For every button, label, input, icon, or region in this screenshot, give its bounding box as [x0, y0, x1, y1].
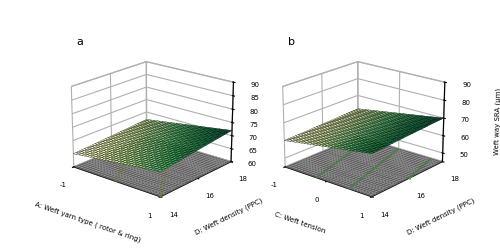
X-axis label: C: Weft tension: C: Weft tension [274, 211, 326, 234]
Text: a: a [76, 37, 84, 47]
Y-axis label: D: Weft density (PPC): D: Weft density (PPC) [194, 198, 264, 236]
Y-axis label: D: Weft density (PPC): D: Weft density (PPC) [406, 198, 475, 236]
X-axis label: A: Weft yarn type ( rotor & ring): A: Weft yarn type ( rotor & ring) [34, 201, 142, 244]
Text: b: b [288, 37, 295, 47]
